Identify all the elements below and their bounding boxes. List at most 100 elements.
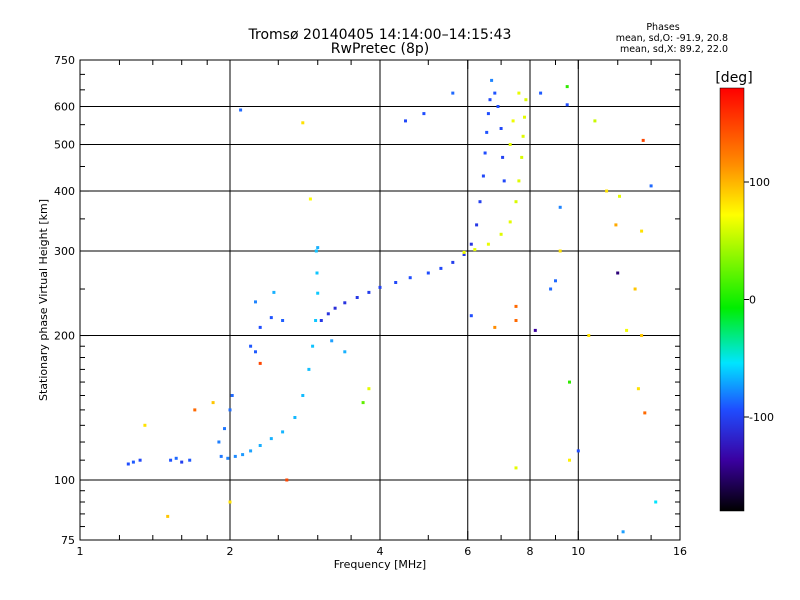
- scatter-point: [568, 380, 571, 384]
- scatter-point: [523, 115, 526, 119]
- chart-subtitle: RwPretec (8p): [330, 41, 430, 57]
- x-tick-label: 8: [527, 545, 534, 558]
- scatter-point: [517, 91, 521, 95]
- scatter-point: [188, 458, 192, 462]
- scatter-point: [568, 458, 571, 462]
- scatter-point: [549, 287, 553, 291]
- scatter-point: [293, 416, 297, 419]
- phase-colorbar: [deg] 100 0 -100: [715, 70, 774, 512]
- scatter-point: [493, 325, 497, 329]
- scatter-point: [475, 223, 479, 227]
- scatter-point: [576, 449, 580, 453]
- scatter-point: [394, 281, 398, 284]
- scatter-point: [636, 387, 640, 391]
- scatter-point: [499, 232, 503, 236]
- scatter-point: [649, 184, 653, 188]
- scatter-point: [249, 344, 253, 348]
- colorbar-tick-label: -100: [749, 411, 774, 424]
- scatter-point: [333, 306, 337, 310]
- scatter-point: [654, 500, 658, 504]
- y-tick-label: 400: [54, 185, 75, 198]
- scatter-point: [633, 287, 637, 291]
- y-tick-label: 750: [54, 54, 75, 67]
- scatter-point: [281, 319, 285, 322]
- scatter-point: [469, 314, 473, 318]
- scatter-point: [230, 394, 234, 397]
- scatter-point: [281, 430, 285, 434]
- scatter-point: [408, 276, 412, 280]
- scatter-point: [488, 98, 492, 102]
- y-tick-label: 100: [54, 474, 75, 487]
- scatter-point: [241, 453, 245, 457]
- x-tick-label: 6: [464, 545, 471, 558]
- x-tick-label: 16: [673, 545, 687, 558]
- phase-statistics: Phases mean, sd,O: -91.9, 20.8 mean, sd,…: [598, 22, 728, 55]
- scatter-point: [462, 250, 466, 254]
- scatter-point: [249, 449, 253, 453]
- chart-title: Tromsø 20140405 14:14:00–14:15:43: [248, 27, 512, 43]
- scatter-point: [517, 179, 521, 183]
- colorbar-tick-label: 0: [749, 294, 756, 307]
- scatter-point: [565, 103, 569, 107]
- scatter-point: [254, 300, 257, 304]
- scatter-point: [514, 304, 518, 308]
- scatter-point: [426, 271, 430, 275]
- scatter-point: [501, 155, 505, 159]
- scatter-point: [301, 394, 305, 397]
- scatter-point: [521, 134, 525, 138]
- scatter-point: [625, 328, 629, 332]
- scatter-point: [640, 229, 644, 233]
- scatter-point: [641, 138, 645, 142]
- scatter-point: [490, 78, 494, 82]
- scatter-point: [493, 91, 497, 95]
- scatter-point: [451, 260, 455, 264]
- scatter-point: [258, 444, 262, 447]
- scatter-point: [228, 500, 232, 504]
- scatter-point: [301, 121, 305, 125]
- scatter-point: [272, 290, 276, 294]
- scatter-point: [481, 174, 485, 178]
- scatter-point: [219, 454, 223, 458]
- phase-stats-x-mode: mean, sd,X: 89.2, 22.0: [619, 44, 728, 55]
- scatter-point: [233, 454, 237, 458]
- scatter-point: [239, 108, 243, 112]
- y-tick-label: 75: [61, 534, 75, 547]
- phase-stats-heading: Phases: [646, 22, 680, 33]
- scatter-point: [621, 530, 625, 534]
- scatter-point: [180, 460, 184, 464]
- scatter-point: [254, 350, 257, 354]
- scatter-point: [499, 127, 503, 130]
- scatter-point: [138, 458, 142, 462]
- scatter-point: [378, 285, 382, 289]
- scatter-point: [565, 85, 569, 89]
- plot-area: 1 2 4 6 8 10 16 75 100 200 300 400 500 600 750 Frequenc…: [37, 54, 687, 571]
- scatter-point: [316, 246, 320, 250]
- scatter-point: [605, 189, 609, 193]
- scatter-point: [486, 242, 490, 246]
- scatter-point: [316, 291, 320, 295]
- scatter-point: [558, 249, 562, 253]
- scatter-point: [367, 290, 371, 294]
- colorbar-gradient: [719, 87, 745, 512]
- scatter-point: [524, 98, 528, 102]
- scatter-point: [330, 339, 334, 343]
- scatter-point: [439, 266, 443, 270]
- scatter-point: [483, 151, 487, 155]
- scatter-point: [533, 328, 537, 332]
- scatter-point: [285, 478, 289, 482]
- scatter-point: [258, 361, 262, 365]
- scatter-point: [308, 197, 312, 201]
- scatter-point: [539, 91, 543, 95]
- scatter-point: [502, 179, 506, 183]
- colorbar-unit-label: [deg]: [715, 70, 752, 86]
- scatter-point: [131, 460, 135, 464]
- scatter-point: [614, 223, 618, 227]
- scatter-point: [361, 401, 365, 405]
- colorbar-tick-label: 100: [749, 176, 770, 189]
- scatter-point: [258, 325, 262, 329]
- scatter-point: [514, 466, 518, 470]
- scatter-point: [478, 200, 482, 204]
- scatter-point: [511, 119, 515, 123]
- scatter-point: [311, 344, 315, 348]
